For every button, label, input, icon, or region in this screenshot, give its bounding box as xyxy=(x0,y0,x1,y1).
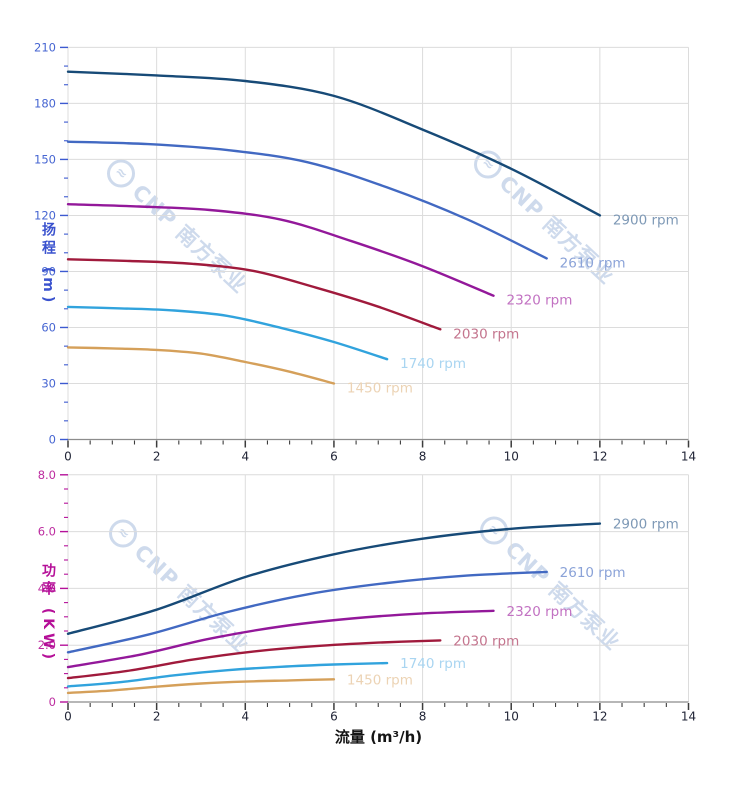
x-tick-label: 14 xyxy=(681,450,696,464)
rpm-label: 1450 rpm xyxy=(347,672,413,688)
y-tick-label: 4.0 xyxy=(38,581,56,595)
rpm-label: 2030 rpm xyxy=(453,326,519,342)
x-tick-label: 10 xyxy=(504,450,519,464)
curve-1740-rpm xyxy=(66,661,389,688)
y-tick-label: 0 xyxy=(49,433,56,447)
y-tick-label: 0 xyxy=(49,695,56,709)
gridlines xyxy=(67,474,689,702)
x-tick-label: 14 xyxy=(681,710,696,724)
rpm-label: 2030 rpm xyxy=(453,633,519,649)
x-tick-label: 8 xyxy=(419,710,427,724)
x-tick-label: 8 xyxy=(419,450,427,464)
y-tick-label: 120 xyxy=(34,208,56,222)
x-tick-label: 2 xyxy=(153,450,161,464)
curve-1740-rpm xyxy=(66,305,389,361)
curve-2320-rpm xyxy=(66,203,495,297)
x-tick-label: 0 xyxy=(64,710,72,724)
y-tick-label: 8.0 xyxy=(38,468,56,482)
y-tick-label: 90 xyxy=(41,264,56,278)
curve-2900-rpm xyxy=(66,70,602,217)
curve-2900-rpm xyxy=(66,522,602,635)
power-chart: 0 2 4 6 8 10 12 14 0 2.0 4.0 6.0 8.0 2900 rpm 2610 rpm… xyxy=(38,468,696,724)
x-tick-label: 6 xyxy=(330,710,338,724)
x-tick-label: 10 xyxy=(504,710,519,724)
y-tick-label: 180 xyxy=(34,96,56,110)
rpm-label: 2900 rpm xyxy=(613,517,679,533)
y-tick-label: 30 xyxy=(41,376,56,390)
rpm-label: 1740 rpm xyxy=(400,356,466,372)
power-axis-title: 功率 (KW) xyxy=(40,563,56,663)
curve-2030-rpm xyxy=(66,258,442,331)
x-tick-label: 4 xyxy=(241,450,249,464)
curve-2610-rpm xyxy=(66,140,548,260)
rpm-label: 2900 rpm xyxy=(613,212,679,228)
y-tick-label: 6.0 xyxy=(38,525,56,539)
y-tick-label: 210 xyxy=(34,40,56,54)
y-tick-label: 60 xyxy=(41,320,56,334)
curve-1450-rpm xyxy=(66,346,336,385)
head-chart: 0 2 4 6 8 10 12 14 0 30 60 90 120 150 180 210 2900 rpm 26… xyxy=(34,40,696,463)
y-tick-label: 150 xyxy=(34,152,56,166)
x-tick-label: 4 xyxy=(241,710,249,724)
x-tick-label: 2 xyxy=(153,710,161,724)
x-ticks xyxy=(67,440,690,448)
x-tick-label: 12 xyxy=(592,450,607,464)
curve-2320-rpm xyxy=(66,609,495,669)
flow-axis-title: 流量 (m³/h) xyxy=(334,728,423,746)
rpm-label: 2320 rpm xyxy=(506,604,572,620)
rpm-label: 2610 rpm xyxy=(560,565,626,581)
rpm-label: 1450 rpm xyxy=(347,380,413,396)
head-axis-title: 扬程 (m) xyxy=(40,222,56,307)
y-ticks xyxy=(60,46,68,441)
x-tick-label: 6 xyxy=(330,450,338,464)
y-tick-label: 2.0 xyxy=(38,638,56,652)
rpm-label: 2320 rpm xyxy=(506,293,572,309)
x-ticks xyxy=(67,703,690,710)
x-tick-label: 0 xyxy=(64,450,72,464)
y-ticks xyxy=(60,474,68,703)
rpm-label: 2610 rpm xyxy=(560,255,626,271)
curve-2030-rpm xyxy=(66,639,442,680)
curve-2610-rpm xyxy=(66,570,548,654)
gridlines xyxy=(67,46,689,440)
curve-1450-rpm xyxy=(66,678,336,695)
rpm-label: 1740 rpm xyxy=(400,656,466,672)
x-tick-label: 12 xyxy=(592,710,607,724)
